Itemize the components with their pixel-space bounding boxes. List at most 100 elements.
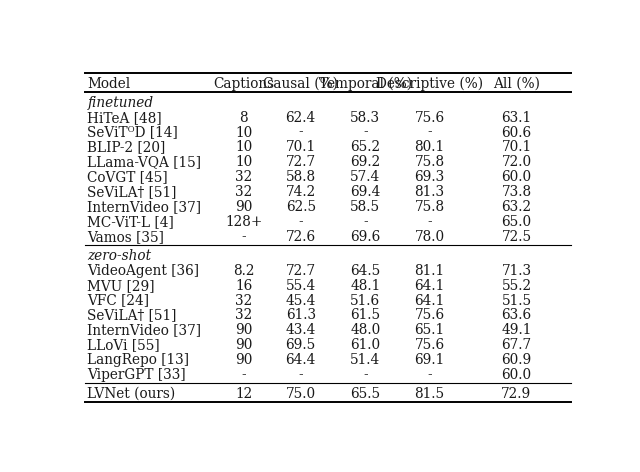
- Text: 81.5: 81.5: [415, 387, 445, 401]
- Text: 72.0: 72.0: [501, 155, 532, 169]
- Text: LLama-VQA [15]: LLama-VQA [15]: [88, 155, 202, 169]
- Text: 64.1: 64.1: [415, 278, 445, 293]
- Text: 67.7: 67.7: [501, 338, 532, 352]
- Text: 63.6: 63.6: [501, 308, 532, 322]
- Text: ViperGPT [33]: ViperGPT [33]: [88, 368, 186, 382]
- Text: LangRepo [13]: LangRepo [13]: [88, 353, 189, 367]
- Text: 58.5: 58.5: [350, 200, 380, 214]
- Text: SeViTᴼD [14]: SeViTᴼD [14]: [88, 126, 178, 140]
- Text: 45.4: 45.4: [285, 294, 316, 308]
- Text: LLoVi [55]: LLoVi [55]: [88, 338, 160, 352]
- Text: 55.4: 55.4: [285, 278, 316, 293]
- Text: 75.8: 75.8: [415, 200, 445, 214]
- Text: 90: 90: [235, 323, 252, 337]
- Text: 32: 32: [235, 170, 252, 184]
- Text: 49.1: 49.1: [501, 323, 532, 337]
- Text: 51.4: 51.4: [350, 353, 380, 367]
- Text: 72.5: 72.5: [501, 230, 532, 244]
- Text: 32: 32: [235, 294, 252, 308]
- Text: -: -: [428, 215, 432, 229]
- Text: 64.5: 64.5: [350, 264, 380, 278]
- Text: -: -: [241, 368, 246, 382]
- Text: 75.6: 75.6: [415, 308, 445, 322]
- Text: 48.1: 48.1: [350, 278, 380, 293]
- Text: InternVideo [37]: InternVideo [37]: [88, 323, 202, 337]
- Text: Vamos [35]: Vamos [35]: [88, 230, 164, 244]
- Text: 72.9: 72.9: [501, 387, 532, 401]
- Text: 58.3: 58.3: [350, 110, 380, 125]
- Text: 69.6: 69.6: [350, 230, 380, 244]
- Text: 71.3: 71.3: [501, 264, 532, 278]
- Text: 90: 90: [235, 338, 252, 352]
- Text: LVNet (ours): LVNet (ours): [88, 387, 176, 401]
- Text: 65.5: 65.5: [350, 387, 380, 401]
- Text: Descriptive (%): Descriptive (%): [376, 77, 483, 91]
- Text: 60.6: 60.6: [501, 126, 532, 140]
- Text: VFC [24]: VFC [24]: [88, 294, 150, 308]
- Text: 8: 8: [239, 110, 248, 125]
- Text: 43.4: 43.4: [285, 323, 316, 337]
- Text: 69.3: 69.3: [415, 170, 445, 184]
- Text: -: -: [428, 126, 432, 140]
- Text: 58.8: 58.8: [285, 170, 316, 184]
- Text: 64.1: 64.1: [415, 294, 445, 308]
- Text: 70.1: 70.1: [285, 141, 316, 154]
- Text: -: -: [363, 126, 367, 140]
- Text: 72.7: 72.7: [285, 155, 316, 169]
- Text: CoVGT [45]: CoVGT [45]: [88, 170, 168, 184]
- Text: 12: 12: [235, 387, 252, 401]
- Text: 64.4: 64.4: [285, 353, 316, 367]
- Text: -: -: [298, 215, 303, 229]
- Text: 72.7: 72.7: [285, 264, 316, 278]
- Text: Causal (%): Causal (%): [263, 77, 338, 91]
- Text: Model: Model: [88, 77, 131, 91]
- Text: 75.0: 75.0: [285, 387, 316, 401]
- Text: 61.5: 61.5: [350, 308, 380, 322]
- Text: 51.5: 51.5: [501, 294, 532, 308]
- Text: 81.1: 81.1: [415, 264, 445, 278]
- Text: 60.0: 60.0: [501, 368, 532, 382]
- Text: 75.6: 75.6: [415, 338, 445, 352]
- Text: 51.6: 51.6: [350, 294, 380, 308]
- Text: 60.0: 60.0: [501, 170, 532, 184]
- Text: 128+: 128+: [225, 215, 262, 229]
- Text: 81.3: 81.3: [415, 185, 445, 199]
- Text: HiTeA [48]: HiTeA [48]: [88, 110, 162, 125]
- Text: finetuned: finetuned: [88, 96, 154, 110]
- Text: Temporal (%): Temporal (%): [319, 77, 412, 91]
- Text: 63.2: 63.2: [501, 200, 532, 214]
- Text: 69.4: 69.4: [350, 185, 380, 199]
- Text: 80.1: 80.1: [415, 141, 445, 154]
- Text: 65.2: 65.2: [350, 141, 380, 154]
- Text: 75.8: 75.8: [415, 155, 445, 169]
- Text: 60.9: 60.9: [501, 353, 532, 367]
- Text: 32: 32: [235, 308, 252, 322]
- Text: 62.4: 62.4: [285, 110, 316, 125]
- Text: InternVideo [37]: InternVideo [37]: [88, 200, 202, 214]
- Text: 32: 32: [235, 185, 252, 199]
- Text: 62.5: 62.5: [285, 200, 316, 214]
- Text: 75.6: 75.6: [415, 110, 445, 125]
- Text: 10: 10: [235, 126, 252, 140]
- Text: 69.5: 69.5: [285, 338, 316, 352]
- Text: 72.6: 72.6: [285, 230, 316, 244]
- Text: 70.1: 70.1: [501, 141, 532, 154]
- Text: 90: 90: [235, 353, 252, 367]
- Text: -: -: [363, 368, 367, 382]
- Text: SeViLA† [51]: SeViLA† [51]: [88, 308, 177, 322]
- Text: 65.0: 65.0: [501, 215, 532, 229]
- Text: 69.1: 69.1: [415, 353, 445, 367]
- Text: 73.8: 73.8: [501, 185, 532, 199]
- Text: 74.2: 74.2: [285, 185, 316, 199]
- Text: 16: 16: [235, 278, 252, 293]
- Text: 65.1: 65.1: [415, 323, 445, 337]
- Text: 78.0: 78.0: [415, 230, 445, 244]
- Text: BLIP-2 [20]: BLIP-2 [20]: [88, 141, 166, 154]
- Text: 8.2: 8.2: [233, 264, 255, 278]
- Text: 90: 90: [235, 200, 252, 214]
- Text: MC-ViT-L [4]: MC-ViT-L [4]: [88, 215, 174, 229]
- Text: VideoAgent [36]: VideoAgent [36]: [88, 264, 200, 278]
- Text: -: -: [298, 368, 303, 382]
- Text: 63.1: 63.1: [501, 110, 532, 125]
- Text: 61.3: 61.3: [285, 308, 316, 322]
